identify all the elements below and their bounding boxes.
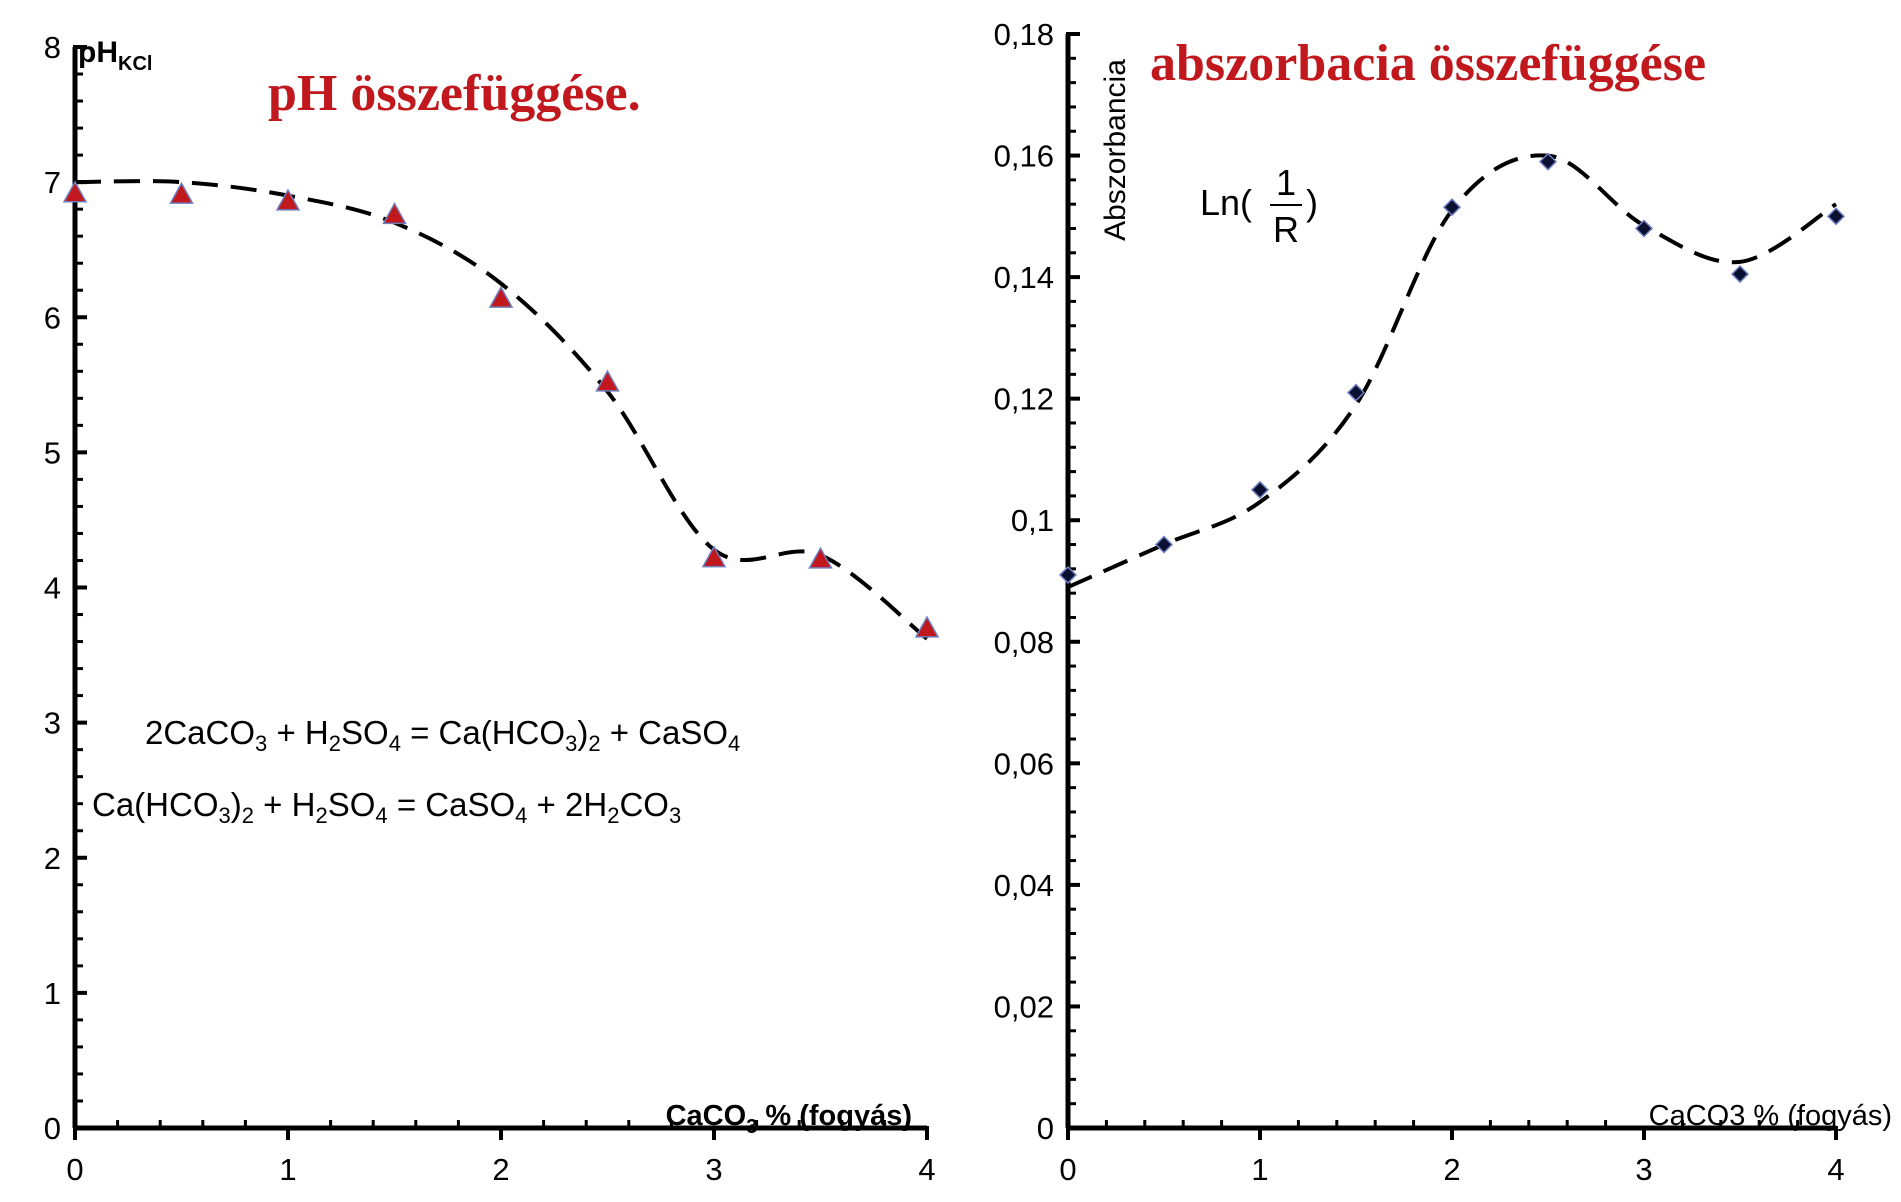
absorbance-x-tick-label: 4 bbox=[1827, 1152, 1844, 1187]
absorbance-chart-title: abszorbacia összefüggése bbox=[1150, 35, 1706, 92]
formula-suffix: ) bbox=[1306, 182, 1318, 223]
ph-y-tick-label: 0 bbox=[44, 1111, 61, 1146]
ph-data-point bbox=[169, 181, 194, 204]
absorbance-y-tick-label: 0,14 bbox=[994, 260, 1054, 295]
ph-y-tick-label: 2 bbox=[44, 841, 61, 876]
absorbance-data-point bbox=[1538, 152, 1558, 171]
ph-data-point bbox=[808, 546, 833, 569]
absorbance-y-tick-label: 0 bbox=[1037, 1111, 1054, 1146]
absorbance-data-point bbox=[1154, 535, 1174, 554]
absorbance-trend-curve bbox=[1067, 153, 1838, 589]
formula-prefix: Ln( bbox=[1200, 182, 1252, 223]
ph-data-point bbox=[488, 285, 514, 308]
ph-data-point bbox=[595, 369, 620, 392]
ph-data-point bbox=[382, 202, 407, 225]
absorbance-data-point bbox=[1250, 480, 1270, 499]
absorbance-y-axis-label: Abszorbancia bbox=[1099, 59, 1132, 241]
absorbance-data-point bbox=[1634, 219, 1654, 238]
absorbance-y-tick-label: 0,04 bbox=[994, 868, 1054, 903]
ph-y-tick-label: 6 bbox=[44, 300, 61, 335]
ph-data-point bbox=[275, 188, 301, 211]
formula-numerator: 1 bbox=[1276, 162, 1296, 203]
ph-data-point bbox=[701, 545, 727, 568]
absorbance-x-tick-label: 0 bbox=[1059, 1152, 1076, 1187]
ph-data-point bbox=[62, 180, 88, 203]
absorbance-x-tick-label: 2 bbox=[1443, 1152, 1460, 1187]
absorbance-y-tick-label: 0,1 bbox=[1011, 503, 1054, 538]
ph-y-tick-label: 3 bbox=[44, 706, 61, 741]
ph-trend-curve bbox=[74, 179, 929, 641]
absorbance-x-tick-label: 3 bbox=[1635, 1152, 1652, 1187]
absorbance-data-point bbox=[1442, 198, 1462, 217]
ph-x-axis-label: CaCO3 % (fogyás) bbox=[666, 1100, 912, 1138]
ph-axes: 0 1 2 3 4 5 6 7 8 0 1 2 3 4 bbox=[44, 30, 936, 1187]
absorbance-data-point bbox=[1346, 383, 1366, 402]
absorbance-y-tick-label: 0,16 bbox=[994, 139, 1054, 174]
absorbance-data-point bbox=[1058, 565, 1078, 584]
ph-x-tick-label: 3 bbox=[705, 1152, 722, 1187]
ph-x-tick-label: 4 bbox=[918, 1152, 935, 1187]
absorbance-y-tick-label: 0,06 bbox=[994, 746, 1054, 781]
ph-x-tick-label: 2 bbox=[492, 1152, 509, 1187]
ph-chart-title: pH összefüggése. bbox=[268, 65, 641, 122]
absorbance-y-tick-label: 0,08 bbox=[994, 625, 1054, 660]
absorbance-formula: Ln( 1 R ) bbox=[1200, 162, 1318, 250]
ph-y-tick-label: 5 bbox=[44, 435, 61, 470]
absorbance-data-point bbox=[1730, 265, 1750, 284]
ph-y-tick-label: 8 bbox=[44, 30, 61, 65]
absorbance-x-axis-label: CaCO3 % (fogyás) bbox=[1649, 1100, 1892, 1132]
formula-denominator: R bbox=[1273, 209, 1299, 250]
ph-y-tick-label: 1 bbox=[44, 976, 61, 1011]
absorbance-y-tick-label: 0,12 bbox=[994, 382, 1054, 417]
ph-y-tick-label: 4 bbox=[44, 571, 61, 606]
ph-data-point bbox=[914, 615, 940, 638]
absorbance-y-tick-label: 0,02 bbox=[994, 989, 1054, 1024]
ph-x-tick-label: 1 bbox=[279, 1152, 296, 1187]
ph-y-tick-label: 7 bbox=[44, 165, 61, 200]
absorbance-y-tick-label: 0,18 bbox=[994, 17, 1054, 52]
ph-chart: 0 1 2 3 4 5 6 7 8 0 1 2 3 4 pH összefüggése. pHKCl Ca… bbox=[44, 30, 940, 1187]
absorbance-chart: 0 0,02 0,04 0,06 0,08 0,1 0,12 0,14 0,16 0,18 0 1 2 3… bbox=[994, 17, 1892, 1187]
ph-equation-2: Ca(HCO3)2 + H2SO4 = CaSO4 + 2H2CO3 bbox=[92, 786, 681, 828]
ph-y-axis-label: pHKCl bbox=[78, 36, 152, 75]
ph-equation-1: 2CaCO3 + H2SO4 = Ca(HCO3)2 + CaSO4 bbox=[145, 714, 740, 756]
absorbance-x-tick-label: 1 bbox=[1251, 1152, 1268, 1187]
ph-x-tick-label: 0 bbox=[66, 1152, 83, 1187]
absorbance-axes: 0 0,02 0,04 0,06 0,08 0,1 0,12 0,14 0,16 0,18 0 1 2 3… bbox=[994, 17, 1845, 1187]
absorbance-data-point bbox=[1826, 207, 1846, 226]
